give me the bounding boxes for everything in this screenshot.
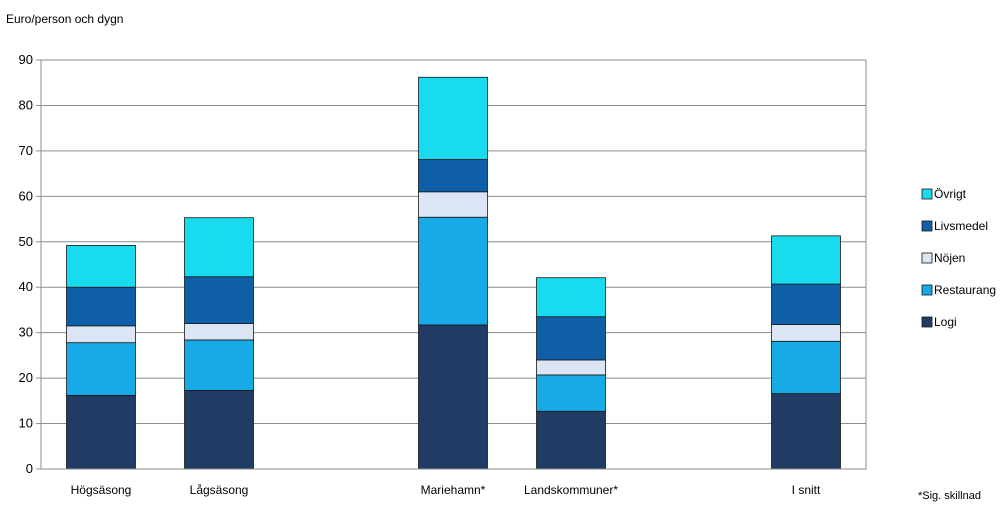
legend-label: Restaurang bbox=[934, 283, 996, 297]
bar-segment-2-2 bbox=[418, 191, 488, 218]
legend-label: Övrigt bbox=[934, 187, 967, 201]
bar-segment-1-2 bbox=[418, 216, 488, 326]
y-tick-label: 60 bbox=[19, 188, 33, 203]
legend-swatch bbox=[921, 316, 933, 328]
y-tick-label: 10 bbox=[19, 416, 33, 431]
legend-swatch bbox=[921, 220, 933, 232]
y-axis-label: Euro/person och dygn bbox=[6, 12, 124, 26]
bar-segment-2-0 bbox=[66, 325, 136, 344]
legend: Övrigt Livsmedel Nöjen Restaurang Logi bbox=[921, 187, 996, 329]
legend-label: Logi bbox=[934, 315, 957, 329]
bar-segment-0-3 bbox=[536, 410, 606, 470]
bar-segment-4-4 bbox=[771, 235, 841, 285]
bar-segment-4-1 bbox=[184, 217, 254, 278]
footnote: *Sig. skillnad bbox=[918, 490, 981, 502]
bar-segment-1-0 bbox=[66, 342, 136, 396]
bar-segment-3-2 bbox=[418, 159, 488, 193]
plot-frame bbox=[40, 59, 867, 470]
category-label: Landskommuner* bbox=[524, 483, 618, 497]
y-tick-label: 0 bbox=[26, 461, 33, 476]
bar-segment-0-1 bbox=[184, 389, 254, 470]
y-tick-label: 80 bbox=[19, 97, 33, 112]
bar-segment-4-0 bbox=[66, 245, 136, 288]
axes bbox=[36, 59, 867, 470]
bar-segment-3-3 bbox=[536, 316, 606, 361]
bar-segment-3-1 bbox=[184, 276, 254, 324]
category-label: Högsäsong bbox=[71, 483, 132, 497]
category-labels: Högsäsong Lågsäsong Mariehamn* Landskommune… bbox=[71, 483, 821, 497]
bar-segment-2-4 bbox=[771, 324, 841, 342]
bar-segment-0-2 bbox=[418, 324, 488, 470]
bar-segment-1-1 bbox=[184, 339, 254, 391]
y-tick-label: 20 bbox=[19, 370, 33, 385]
y-tick-label: 30 bbox=[19, 325, 33, 340]
bar-segment-0-0 bbox=[66, 394, 136, 470]
bars bbox=[66, 76, 841, 470]
category-label: Lågsäsong bbox=[190, 483, 249, 497]
bar-segment-0-4 bbox=[771, 393, 841, 470]
legend-swatch bbox=[921, 284, 933, 296]
y-tick-label: 50 bbox=[19, 234, 33, 249]
bar-segment-1-4 bbox=[771, 340, 841, 394]
legend-label: Livsmedel bbox=[934, 219, 988, 233]
bar-segment-4-3 bbox=[536, 277, 606, 318]
bar-segment-4-2 bbox=[418, 76, 488, 160]
category-label: I snitt bbox=[792, 483, 821, 497]
legend-label: Nöjen bbox=[934, 251, 965, 265]
legend-swatch bbox=[921, 252, 933, 264]
y-tick-label: 40 bbox=[19, 279, 33, 294]
bar-segment-2-3 bbox=[536, 359, 606, 376]
y-tick-label: 70 bbox=[19, 143, 33, 158]
bar-segment-3-0 bbox=[66, 286, 136, 327]
bar-segment-2-1 bbox=[184, 323, 254, 341]
bar-segment-1-3 bbox=[536, 374, 606, 412]
bar-segment-3-4 bbox=[771, 283, 841, 325]
category-label: Mariehamn* bbox=[421, 483, 486, 497]
y-tick-label: 90 bbox=[19, 52, 33, 67]
y-tick-labels: 0 10 20 30 40 50 60 70 80 90 bbox=[19, 52, 33, 476]
legend-swatch bbox=[921, 188, 933, 200]
